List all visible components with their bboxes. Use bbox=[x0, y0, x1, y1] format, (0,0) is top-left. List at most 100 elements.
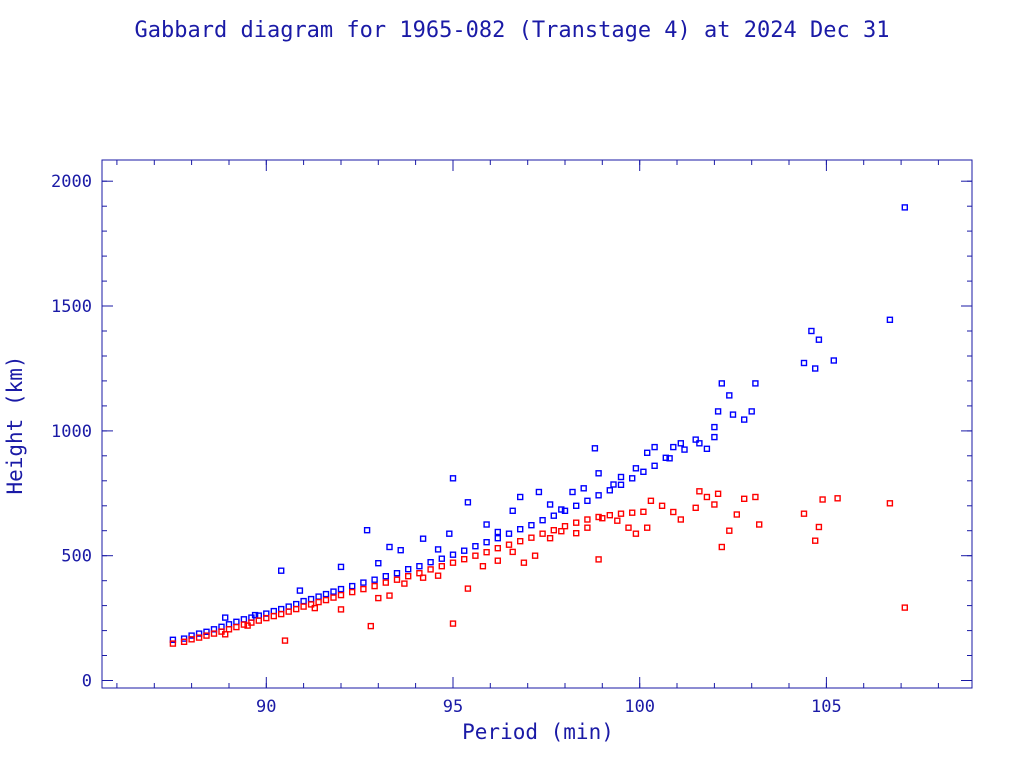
apogee-point bbox=[483, 539, 490, 546]
perigee-point bbox=[752, 493, 759, 501]
perigee-point bbox=[195, 634, 203, 641]
apogee-point bbox=[393, 570, 401, 577]
apogee-point bbox=[681, 446, 688, 453]
apogee-point bbox=[307, 595, 315, 603]
perigee-point bbox=[800, 510, 808, 517]
apogee-point bbox=[449, 551, 457, 558]
apogee-point bbox=[434, 546, 442, 553]
perigee-point bbox=[756, 521, 763, 528]
apogee-point bbox=[371, 576, 378, 583]
apogee-point bbox=[528, 522, 535, 529]
apogee-point bbox=[729, 411, 737, 418]
apogee-point bbox=[632, 465, 640, 472]
perigee-point bbox=[360, 585, 367, 593]
perigee-point bbox=[434, 572, 442, 579]
perigee-point bbox=[255, 617, 262, 624]
perigee-point bbox=[300, 603, 307, 610]
apogee-point bbox=[595, 492, 602, 499]
apogee-point bbox=[472, 543, 479, 550]
apogee-point bbox=[203, 628, 210, 635]
perigee-point bbox=[438, 563, 445, 570]
apogee-point bbox=[427, 559, 434, 566]
apogee-point bbox=[221, 614, 229, 621]
perigee-point bbox=[644, 524, 651, 531]
apogee-point bbox=[595, 470, 602, 477]
apogee-point bbox=[640, 468, 647, 475]
apogee-point bbox=[419, 535, 427, 542]
perigee-point bbox=[517, 538, 524, 545]
perigee-point bbox=[330, 594, 337, 601]
perigee-point bbox=[819, 496, 826, 503]
perigee-point bbox=[812, 537, 819, 544]
perigee-point bbox=[886, 500, 894, 507]
apogee-point bbox=[830, 357, 837, 364]
apogee-point bbox=[300, 597, 307, 605]
apogee-point bbox=[714, 408, 722, 415]
apogee-point bbox=[696, 440, 703, 447]
apogee-point bbox=[741, 416, 748, 423]
perigee-point bbox=[311, 604, 318, 612]
y-tick-label: 2000 bbox=[51, 172, 92, 192]
apogee-point bbox=[483, 521, 490, 528]
perigee-point bbox=[703, 493, 711, 501]
apogee-point bbox=[363, 527, 371, 534]
apogee-point bbox=[591, 445, 599, 452]
perigee-point bbox=[599, 515, 606, 522]
perigee-point bbox=[405, 573, 412, 580]
y-tick-label: 1500 bbox=[51, 297, 92, 317]
perigee-point bbox=[561, 523, 569, 530]
perigee-point bbox=[281, 637, 289, 644]
apogee-point bbox=[573, 502, 580, 509]
perigee-point bbox=[188, 636, 195, 643]
perigee-point bbox=[244, 622, 251, 629]
perigee-point bbox=[573, 519, 580, 526]
perigee-point bbox=[834, 495, 841, 502]
x-axis-label: Period (min) bbox=[462, 720, 614, 744]
apogee-point bbox=[278, 605, 285, 613]
perigee-point bbox=[696, 488, 703, 495]
perigee-point bbox=[640, 508, 647, 515]
perigee-point bbox=[375, 594, 382, 602]
perigee-point bbox=[337, 591, 345, 599]
perigee-point bbox=[539, 530, 546, 537]
apogee-point bbox=[464, 499, 472, 506]
apogee-point bbox=[670, 443, 677, 451]
perigee-point bbox=[263, 614, 270, 622]
apogee-point bbox=[561, 507, 569, 514]
apogee-point bbox=[188, 632, 195, 639]
apogee-point bbox=[210, 626, 218, 633]
perigee-point bbox=[483, 549, 490, 556]
apogee-point bbox=[270, 607, 277, 615]
perigee-point bbox=[382, 579, 389, 586]
chart-title: Gabbard diagram for 1965-082 (Transtage … bbox=[135, 18, 890, 43]
apogee-point bbox=[233, 618, 240, 625]
apogee-point bbox=[416, 563, 423, 570]
perigee-point bbox=[726, 527, 733, 534]
apogee-point bbox=[535, 488, 543, 496]
perigee-point bbox=[322, 596, 330, 604]
apogee-point bbox=[375, 560, 382, 567]
perigee-point bbox=[595, 513, 602, 521]
perigee-point bbox=[595, 556, 602, 563]
perigee-point bbox=[632, 530, 640, 537]
apogee-point bbox=[711, 423, 718, 431]
perigee-point bbox=[449, 620, 457, 627]
perigee-series bbox=[169, 488, 908, 647]
perigee-point bbox=[584, 524, 591, 531]
apogee-point bbox=[517, 493, 524, 501]
perigee-point bbox=[210, 630, 218, 637]
perigee-point bbox=[558, 528, 565, 535]
perigee-point bbox=[509, 548, 516, 556]
apogee-point bbox=[405, 566, 412, 573]
apogee-point bbox=[651, 443, 658, 451]
apogee-point bbox=[251, 611, 259, 619]
apogee-point bbox=[580, 485, 587, 492]
perigee-point bbox=[225, 626, 233, 633]
perigee-point bbox=[307, 601, 315, 608]
apogee-point bbox=[726, 392, 733, 399]
apogee-point bbox=[285, 603, 292, 610]
x-tick-label: 100 bbox=[624, 697, 655, 717]
apogee-point bbox=[606, 487, 613, 494]
perigee-point bbox=[386, 592, 393, 599]
axis-ticks bbox=[102, 160, 972, 688]
